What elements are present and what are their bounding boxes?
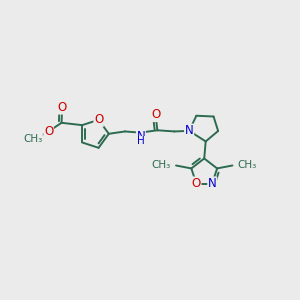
- Text: O: O: [44, 125, 53, 138]
- Text: CH₃: CH₃: [152, 160, 171, 170]
- Text: CH₃: CH₃: [23, 134, 42, 144]
- Text: O: O: [192, 177, 201, 190]
- Text: CH₃: CH₃: [238, 160, 257, 170]
- Text: H: H: [137, 136, 145, 146]
- Text: O: O: [94, 113, 103, 126]
- Text: O: O: [58, 101, 67, 114]
- Text: N: N: [208, 177, 217, 190]
- Text: N: N: [185, 124, 194, 137]
- Text: O: O: [151, 109, 160, 122]
- Text: N: N: [136, 130, 145, 143]
- Text: N: N: [185, 124, 194, 137]
